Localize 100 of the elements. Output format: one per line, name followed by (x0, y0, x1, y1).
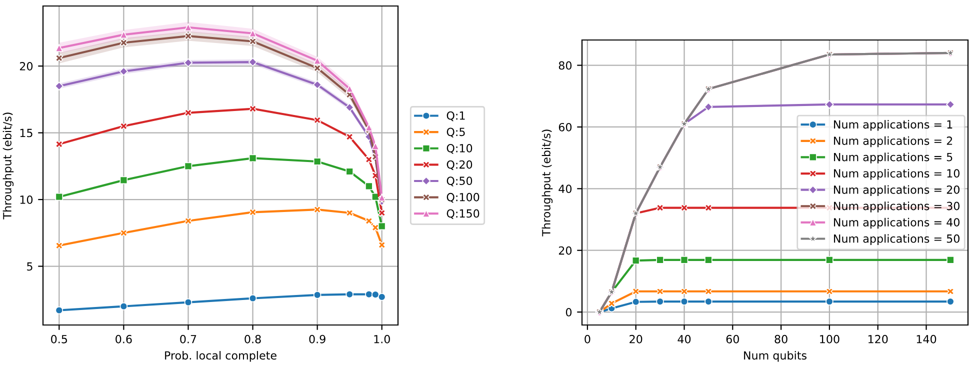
point (704, 102, 713, 112)
point (120, 38, 128, 47)
x-tick-label: 60 (726, 334, 739, 344)
point (345, 103, 354, 112)
point (656, 256, 664, 264)
y-tick-label: 80 (558, 61, 572, 70)
point (248, 37, 257, 46)
x-tick-label: 100 (820, 334, 840, 344)
point (680, 298, 688, 306)
point (248, 29, 257, 38)
y-tick-label: 20 (558, 246, 572, 255)
legend-label: Num applications = 5 (834, 152, 952, 164)
point (378, 222, 386, 230)
legend-label: Q:100 (446, 192, 480, 203)
x-tick-label: 120 (868, 334, 888, 344)
x-tick-label: 140 (916, 334, 936, 344)
point (346, 132, 354, 141)
point (119, 67, 128, 76)
point (248, 208, 257, 216)
point (704, 256, 712, 264)
point (248, 104, 257, 113)
point (680, 256, 688, 264)
point (372, 142, 380, 150)
point (55, 44, 64, 52)
legend-label: Q:50 (446, 176, 472, 186)
point (378, 194, 386, 202)
point (365, 124, 373, 132)
x-tick-label: 0.8 (244, 334, 261, 344)
point (680, 204, 688, 212)
point (184, 58, 193, 68)
point (346, 84, 354, 93)
point (378, 293, 386, 301)
legend-label: Num applications = 40 (834, 218, 960, 229)
legend-label: Num applications = 2 (834, 136, 952, 148)
y-axis-title: Throughput (ebit/s) (542, 130, 553, 236)
y-tick-label: 0 (566, 308, 572, 316)
point (184, 162, 192, 170)
point (704, 298, 712, 306)
legend-label: Q:10 (446, 144, 472, 154)
point (313, 56, 322, 65)
point (120, 30, 128, 39)
point (632, 256, 640, 264)
point (184, 298, 192, 306)
x-tick-label: 80 (774, 334, 788, 344)
point (120, 176, 128, 184)
point (946, 256, 954, 264)
point (248, 294, 257, 302)
point (120, 302, 128, 310)
point (365, 290, 373, 298)
point (826, 298, 834, 306)
y-tick-label: 10 (20, 196, 33, 204)
point (346, 290, 354, 298)
point (120, 229, 128, 237)
point (55, 306, 64, 314)
legend-label: Q:20 (446, 160, 472, 170)
point (826, 256, 834, 264)
point (946, 298, 954, 306)
x-tick-label: 0.6 (116, 334, 132, 344)
point (313, 206, 322, 214)
legend-label: Num applications = 1 (834, 120, 952, 131)
point (184, 23, 192, 32)
point (632, 298, 640, 306)
legend-label: Num applications = 30 (834, 202, 960, 212)
point (378, 208, 386, 217)
point (248, 154, 257, 162)
point (365, 156, 373, 164)
x-tick-label: 0.7 (180, 334, 196, 344)
point (313, 291, 322, 299)
point (312, 80, 322, 90)
x-axis-title: Num qubits (744, 351, 807, 362)
x-tick-label: 0 (584, 334, 590, 344)
y-tick-label: 40 (558, 184, 572, 194)
x-tick-label: 20 (630, 334, 642, 344)
point (248, 58, 258, 66)
legend-label: Num applications = 50 (834, 234, 960, 245)
point (372, 290, 380, 298)
point (365, 217, 373, 225)
x-axis-title: Prob. local complete (165, 351, 276, 362)
legend-label: Q:150 (446, 209, 480, 219)
legend-label: Q:5 (446, 128, 465, 138)
point (365, 182, 373, 190)
legend-label: Num applications = 20 (834, 185, 960, 196)
point (946, 100, 955, 109)
point (55, 242, 64, 250)
point (184, 217, 192, 225)
point (184, 32, 192, 40)
legend-label: Q:1 (446, 111, 465, 122)
point (608, 300, 616, 308)
legend-label: Num applications = 10 (834, 168, 960, 180)
x-tick-label: 1.0 (374, 334, 390, 344)
point (55, 140, 64, 148)
point (184, 108, 192, 117)
y-tick-label: 60 (558, 122, 572, 132)
point (313, 158, 322, 166)
x-tick-label: 0.5 (51, 334, 67, 344)
point (313, 64, 322, 72)
x-tick-label: 0.9 (309, 334, 326, 344)
point (825, 100, 834, 109)
y-axis-title: Throughput (ebit/s) (2, 112, 14, 220)
y-tick-label: 20 (20, 62, 33, 70)
